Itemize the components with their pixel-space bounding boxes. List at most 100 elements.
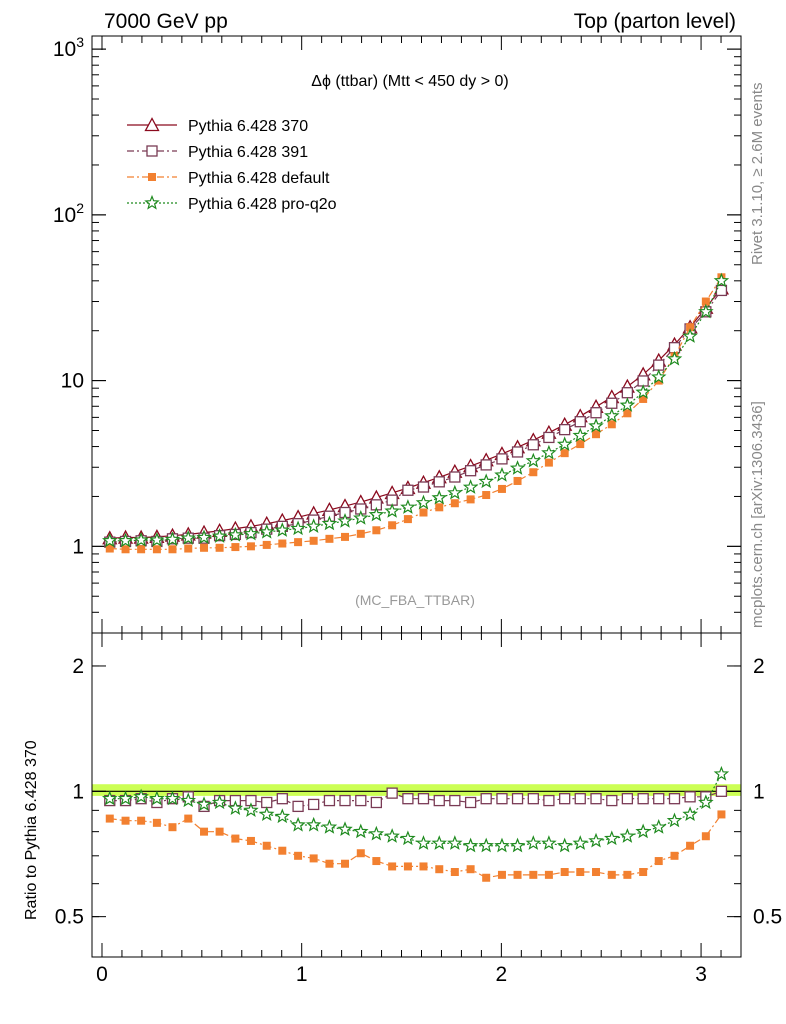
data-point [321,819,338,834]
data-point [478,837,494,853]
data-point [152,545,161,554]
data-point [211,528,228,543]
data-point [619,397,636,412]
series-line [109,280,722,542]
data-point [462,479,479,494]
data-point [400,499,416,514]
legend: Pythia 6.428 370 Pythia 6.428 391 Pythia 6… [127,117,337,213]
data-point [276,793,288,805]
data-point [246,542,255,551]
main-panel-ytick-label: 10 [61,370,84,393]
data-point [592,430,601,439]
data-point [686,841,695,850]
rivet-label: Rivet 3.1.10, ≥ 2.6M events [749,83,766,266]
data-point [133,531,149,547]
header-left: 7000 GeV pp [104,10,228,33]
data-point [368,506,385,522]
data-point [164,790,181,806]
data-point [466,495,475,504]
data-point [494,466,510,482]
data-point [152,818,161,827]
data-point [698,794,714,810]
data-point [356,849,365,858]
data-point [258,523,275,539]
data-point [403,862,412,871]
data-point [294,851,303,860]
data-point [325,859,334,868]
data-point [497,870,506,879]
data-point [105,544,114,553]
data-point [200,543,209,552]
data-point [623,409,632,418]
data-point [402,793,414,805]
data-point [496,453,508,465]
data-point [368,825,385,841]
ratio-ylabel: Ratio to Pythia 6.428 370 [23,740,40,920]
data-point [462,837,479,853]
data-point [121,816,130,825]
main-panel-ytick-label: 1 [72,535,84,558]
data-point [370,796,383,809]
ratio-panel-ytick-label-right: 1 [753,780,765,803]
data-point [447,484,463,500]
data-point [607,870,616,879]
data-point [305,816,322,832]
data-point [592,868,601,877]
data-point [403,515,412,524]
data-point [261,796,273,809]
data-point [572,835,589,850]
data-point [653,359,665,371]
data-point [339,794,351,807]
ratio-panel-ytick-label: 0.5 [55,906,84,929]
data-point [415,835,432,850]
data-point [482,491,491,500]
legend-marker [144,194,160,210]
data-point [200,827,209,836]
data-point [480,459,492,471]
data-point [654,857,663,866]
data-point [525,835,542,850]
data-point [290,816,306,832]
data-point [246,836,255,845]
data-point [258,806,275,822]
data-point [417,793,430,805]
data-point [278,539,287,548]
data-point [556,436,573,452]
data-point [623,870,632,879]
data-point [309,854,318,863]
data-point [543,794,555,807]
data-point [309,536,318,545]
data-point [525,452,542,468]
data-point [684,791,696,803]
ratio-plot-panel: 0.5 0.5 1 1 2 2 0 1 2 3 [55,632,782,986]
data-point [574,416,586,428]
data-point [149,531,165,547]
legend-label: Pythia 6.428 default [188,170,330,187]
data-point [701,297,710,306]
data-point [388,521,397,530]
data-point [262,540,271,549]
data-point [308,798,320,811]
data-point [341,532,350,541]
data-point [715,284,728,297]
data-point [639,868,648,877]
data-point [497,484,506,493]
data-point [717,810,726,819]
data-point [464,796,477,809]
legend-label: Pythia 6.428 391 [188,144,308,161]
data-point [639,394,648,403]
data-point [606,794,618,807]
data-point [184,544,193,553]
data-point [243,802,259,817]
data-point [529,468,538,477]
data-point [543,431,555,444]
data-point [541,444,557,460]
legend-label: Pythia 6.428 pro-q2o [188,196,337,213]
data-point [670,851,679,860]
data-point [466,865,475,874]
ratio-panel-ytick-label-right: 0.5 [753,906,782,929]
data-point [544,458,553,467]
data-point [431,835,448,850]
data-point [211,794,228,810]
data-point [480,793,492,805]
